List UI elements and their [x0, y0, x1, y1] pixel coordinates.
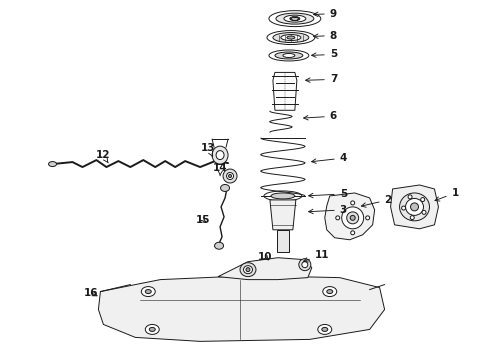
Ellipse shape [228, 175, 232, 177]
Text: 12: 12 [96, 150, 110, 163]
Ellipse shape [269, 50, 309, 61]
Text: 10: 10 [258, 252, 272, 262]
Ellipse shape [226, 172, 234, 180]
Ellipse shape [145, 324, 159, 334]
Ellipse shape [327, 289, 333, 293]
Ellipse shape [267, 31, 315, 45]
Text: 5: 5 [312, 49, 337, 59]
Ellipse shape [276, 13, 314, 24]
Ellipse shape [264, 191, 302, 201]
Text: 16: 16 [83, 288, 98, 298]
Ellipse shape [402, 206, 406, 210]
Text: 15: 15 [196, 215, 211, 225]
Ellipse shape [422, 210, 426, 214]
Polygon shape [273, 72, 297, 110]
Ellipse shape [275, 52, 303, 59]
Polygon shape [391, 185, 439, 229]
Text: 13: 13 [201, 143, 216, 156]
Ellipse shape [281, 35, 301, 41]
Text: 9: 9 [314, 9, 337, 19]
Text: 8: 8 [314, 31, 337, 41]
Ellipse shape [351, 201, 355, 205]
Text: 11: 11 [303, 250, 329, 262]
Ellipse shape [411, 203, 418, 211]
Ellipse shape [323, 287, 337, 297]
Ellipse shape [212, 146, 228, 164]
Text: 2: 2 [361, 195, 392, 207]
Ellipse shape [271, 193, 295, 199]
Ellipse shape [269, 11, 321, 27]
Ellipse shape [149, 328, 155, 332]
Text: 5: 5 [309, 189, 347, 199]
Ellipse shape [290, 17, 300, 21]
Ellipse shape [410, 216, 414, 220]
Ellipse shape [287, 36, 295, 39]
Polygon shape [98, 276, 385, 341]
Text: 6: 6 [304, 111, 337, 121]
Ellipse shape [141, 287, 155, 297]
Ellipse shape [215, 242, 223, 249]
Text: 3: 3 [309, 205, 347, 215]
Ellipse shape [299, 259, 311, 271]
Ellipse shape [216, 150, 224, 159]
Ellipse shape [223, 169, 237, 183]
Ellipse shape [220, 184, 229, 192]
Ellipse shape [421, 198, 425, 202]
Ellipse shape [240, 263, 256, 276]
Ellipse shape [283, 54, 295, 58]
Ellipse shape [246, 268, 250, 272]
Ellipse shape [351, 231, 355, 235]
Ellipse shape [145, 289, 151, 293]
Ellipse shape [366, 216, 369, 220]
Ellipse shape [284, 15, 306, 22]
Ellipse shape [49, 162, 56, 167]
Ellipse shape [347, 212, 359, 224]
Polygon shape [325, 193, 375, 240]
Ellipse shape [342, 207, 364, 229]
Ellipse shape [244, 266, 252, 274]
Text: 4: 4 [312, 153, 347, 163]
Polygon shape [277, 230, 289, 252]
Polygon shape [270, 200, 296, 230]
Ellipse shape [399, 193, 429, 221]
Ellipse shape [406, 198, 423, 215]
Text: 14: 14 [213, 163, 228, 176]
Ellipse shape [322, 328, 328, 332]
Ellipse shape [273, 32, 309, 42]
Ellipse shape [408, 195, 412, 199]
Text: 1: 1 [435, 188, 459, 201]
Ellipse shape [318, 324, 332, 334]
Ellipse shape [302, 262, 308, 268]
Ellipse shape [350, 215, 355, 220]
Polygon shape [218, 258, 312, 280]
Text: 7: 7 [306, 75, 337, 84]
Ellipse shape [336, 216, 340, 220]
